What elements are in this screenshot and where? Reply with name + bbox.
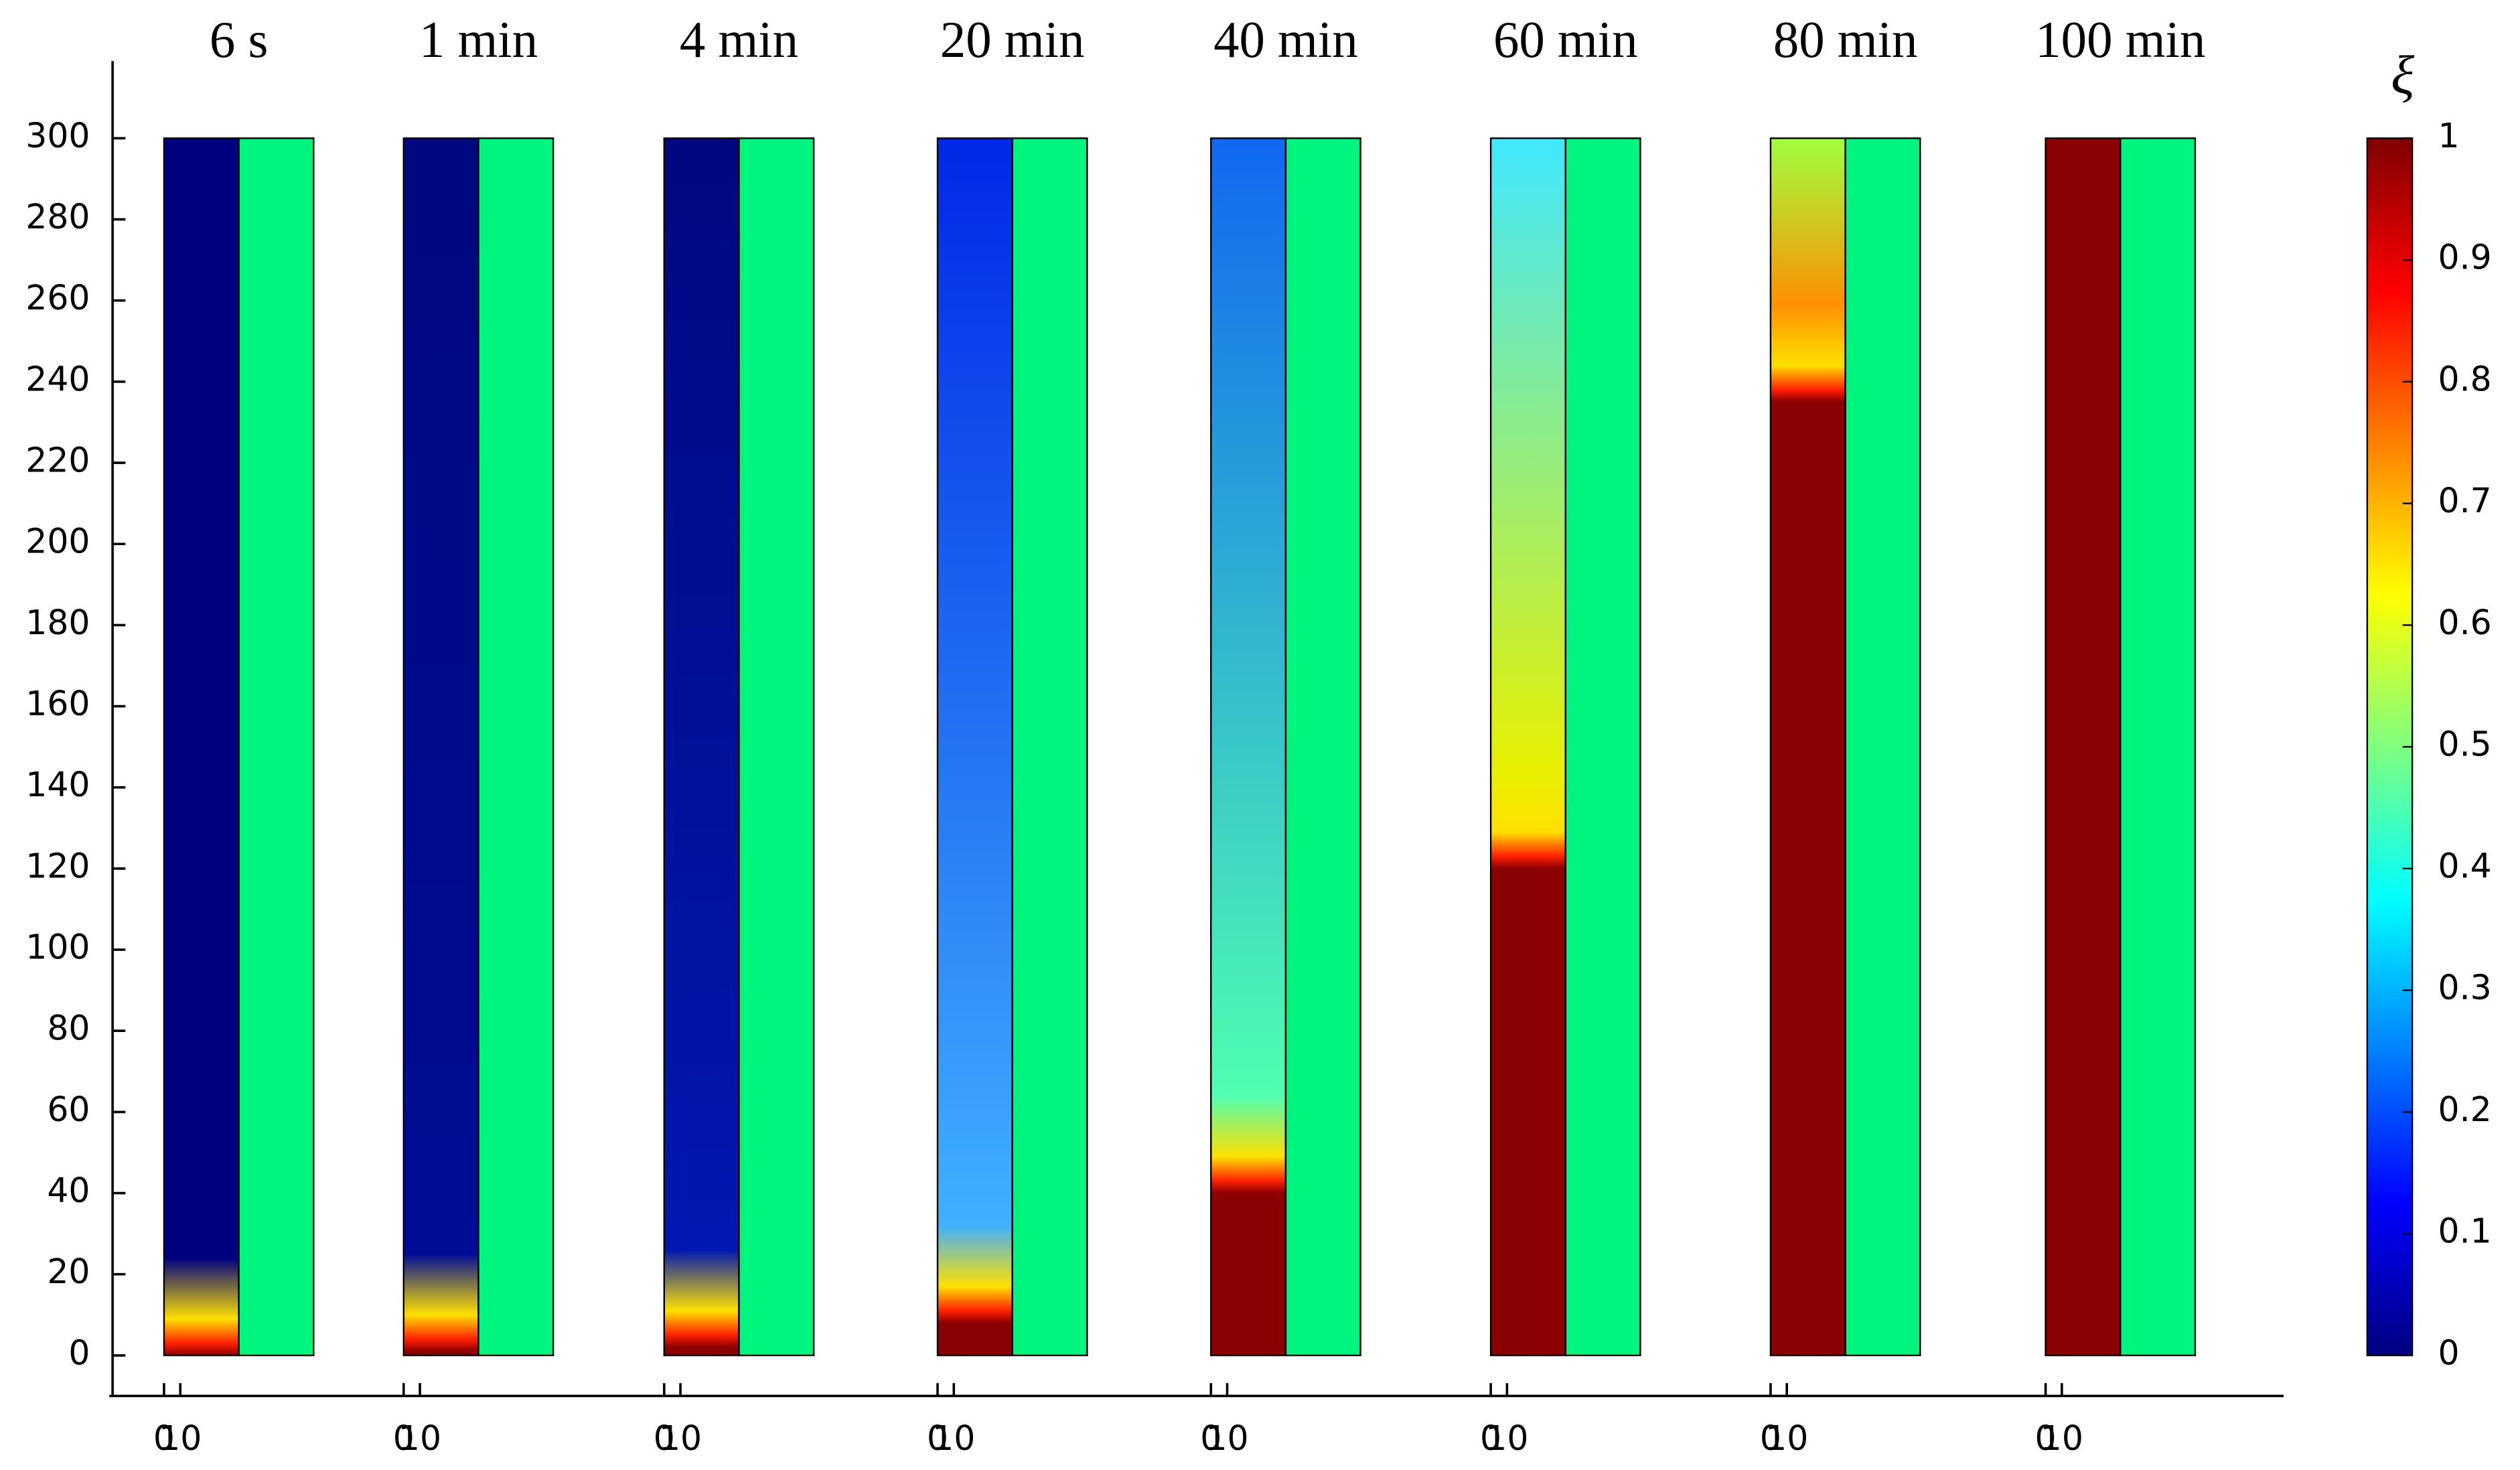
gel-field [1284, 137, 1361, 1357]
colorbar-tick-label: 0.2 [2438, 1090, 2492, 1129]
solid-field [663, 137, 740, 1357]
y-tick-label: 260 [25, 278, 90, 317]
solid-field [402, 137, 479, 1357]
y-tick-label: 180 [25, 603, 90, 642]
x-tick-label: 0 [654, 1418, 675, 1458]
y-tick-label: 20 [47, 1252, 90, 1291]
y-tick-label: 140 [25, 765, 90, 804]
gel-field [738, 137, 815, 1357]
x-tick-label: 10 [398, 1418, 441, 1458]
x-tick-label: 10 [1485, 1418, 1528, 1458]
x-tick-label: 10 [932, 1418, 975, 1458]
gel-field [2120, 137, 2197, 1357]
solid-field [1769, 137, 1846, 1357]
gel-field [1564, 137, 1641, 1357]
solid-field [1489, 137, 1566, 1357]
y-tick-label: 120 [25, 846, 90, 885]
x-tick-label: 10 [2041, 1418, 2083, 1458]
colorbar-tick-label: 0.4 [2438, 846, 2492, 885]
colorbar-tick-label: 1 [2438, 116, 2460, 155]
y-tick-label: 160 [25, 684, 90, 723]
colorbar-tick-label: 0.3 [2438, 968, 2492, 1007]
y-tick-label: 60 [47, 1090, 90, 1129]
y-tick-label: 300 [25, 116, 90, 155]
solid-field [163, 137, 240, 1357]
x-tick-label: 0 [1480, 1418, 1501, 1458]
x-tick-label: 0 [153, 1418, 175, 1458]
colorbar-tick-label: 0.8 [2438, 359, 2492, 398]
panel-title: 60 min [1493, 11, 1638, 68]
panel-title: 100 min [2035, 11, 2205, 68]
y-tick-label: 220 [25, 441, 90, 480]
x-tick-label: 10 [1765, 1418, 1808, 1458]
y-tick-label: 240 [25, 359, 90, 398]
x-tick-label: 0 [2035, 1418, 2057, 1458]
panel-title: 80 min [1773, 11, 1918, 68]
solid-field [1210, 137, 1287, 1357]
colorbar-tick-label: 0 [2438, 1333, 2460, 1372]
gel-field [1011, 137, 1088, 1357]
gel-field [1844, 137, 1921, 1357]
x-tick-label: 0 [393, 1418, 415, 1458]
panel-title: 6 s [210, 11, 269, 68]
panel-title: 20 min [940, 11, 1085, 68]
panel-title: 40 min [1213, 11, 1358, 68]
colorbar-tick-label: 0.9 [2438, 238, 2492, 277]
y-tick-label: 0 [68, 1333, 90, 1372]
gel-field [477, 137, 554, 1357]
gel-field [238, 137, 315, 1357]
solid-field [2045, 137, 2122, 1357]
y-tick-label: 200 [25, 522, 90, 561]
y-tick-label: 80 [47, 1009, 90, 1048]
colorbar-tick-label: 0.5 [2438, 725, 2492, 764]
solid-field [936, 137, 1013, 1357]
x-tick-label: 10 [659, 1418, 702, 1458]
y-tick-label: 100 [25, 928, 90, 967]
colorbar-tick-label: 0.1 [2438, 1211, 2492, 1251]
y-tick-label: 280 [25, 197, 90, 236]
x-tick-label: 0 [927, 1418, 948, 1458]
colorbar-tick-label: 0.6 [2438, 603, 2492, 642]
panel-title: 1 min [419, 11, 538, 68]
colorbar-tick-label: 0.7 [2438, 481, 2492, 520]
colorbar-label: ξ [2391, 44, 2414, 105]
x-tick-label: 0 [1760, 1418, 1781, 1458]
y-tick-label: 40 [47, 1171, 90, 1210]
x-tick-label: 10 [159, 1418, 202, 1458]
panel-title: 4 min [680, 11, 798, 68]
x-tick-label: 0 [1200, 1418, 1221, 1458]
x-tick-label: 10 [1205, 1418, 1248, 1458]
